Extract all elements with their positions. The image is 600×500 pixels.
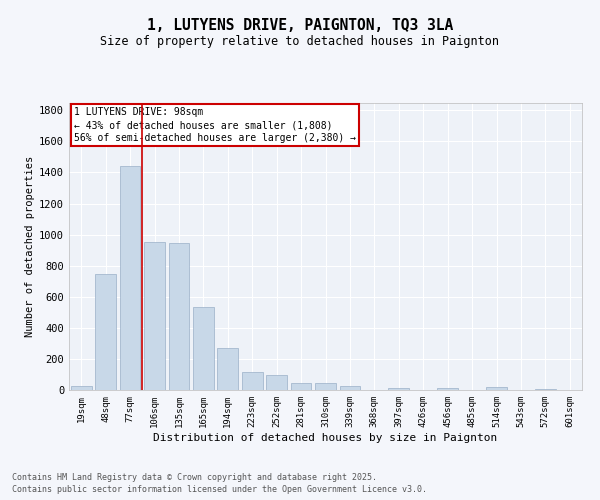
Bar [290,384,311,390]
Y-axis label: Number of detached properties: Number of detached properties [25,156,35,337]
Bar [217,348,238,390]
Text: Contains HM Land Registry data © Crown copyright and database right 2025.: Contains HM Land Registry data © Crown c… [12,472,377,482]
X-axis label: Distribution of detached houses by size in Paignton: Distribution of detached houses by size … [154,432,497,442]
Bar [242,372,263,390]
Text: 1, LUTYENS DRIVE, PAIGNTON, TQ3 3LA: 1, LUTYENS DRIVE, PAIGNTON, TQ3 3LA [147,18,453,32]
Bar [71,386,92,390]
Bar [169,243,190,390]
Text: Contains public sector information licensed under the Open Government Licence v3: Contains public sector information licen… [12,485,427,494]
Bar [144,242,165,390]
Bar [266,375,287,390]
Bar [315,382,336,390]
Bar [340,386,361,390]
Text: 1 LUTYENS DRIVE: 98sqm
← 43% of detached houses are smaller (1,808)
56% of semi-: 1 LUTYENS DRIVE: 98sqm ← 43% of detached… [74,107,356,143]
Bar [486,387,507,390]
Text: Size of property relative to detached houses in Paignton: Size of property relative to detached ho… [101,35,499,48]
Bar [388,388,409,390]
Bar [437,388,458,390]
Bar [95,274,116,390]
Bar [535,389,556,390]
Bar [193,307,214,390]
Bar [119,166,140,390]
